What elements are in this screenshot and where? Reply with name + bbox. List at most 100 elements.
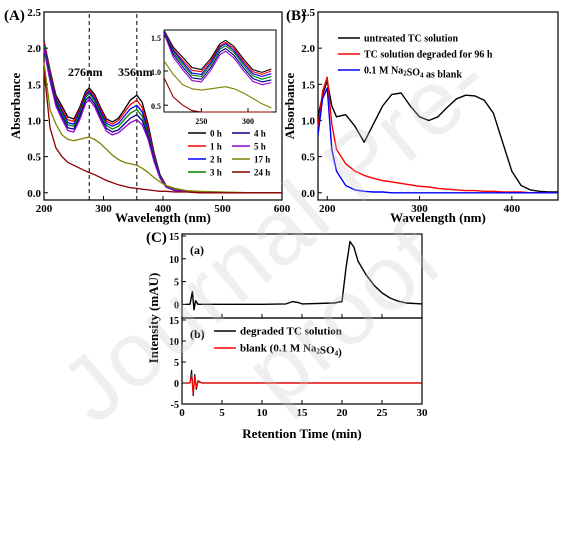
panel-a-legend-label: 3 h [210, 168, 222, 178]
panel-a-x-ticks: 200 300 400 500 600 [36, 196, 291, 215]
inset-series-4-h [163, 31, 272, 83]
panel-a-series-17-h [43, 62, 282, 194]
panel-c-top-frame [181, 233, 423, 319]
panel-b-legend-label: TC solution degraded for 96 h [364, 50, 493, 61]
inset-series-3-h [163, 29, 272, 80]
panel-c-label: (C) [146, 230, 167, 246]
subplot-b-series [186, 369, 422, 397]
panel-a-legend: 0 h 1 h 2 h 3 h 4 h 5 h 17 h 24 h [188, 129, 270, 178]
subplot-a-label: (a) [190, 243, 204, 257]
panel-b: (B) 200 300 400 0.0 0.5 1.0 1.5 2.0 2.5 Wavelen… [282, 7, 559, 225]
panel-b-x-tick-label: 300 [411, 203, 428, 215]
panel-b-x-ticks: 200 300 400 [319, 196, 521, 215]
panel-a-legend-label: 5 h [254, 142, 266, 152]
panel-a-series-24-h [43, 69, 282, 194]
panel-a-y-tick-label: 0.5 [27, 152, 41, 164]
panel-a-y-label: Absorbance [8, 73, 23, 140]
panel-c-x-tick-label: 0 [179, 407, 185, 419]
inset-x-tick-label: 300 [242, 117, 254, 126]
inset-series-1-h [163, 29, 272, 75]
subplot-b-y-tick-label: 5 [174, 358, 179, 369]
inset-series-24-h [163, 77, 272, 113]
inset-y-tick-label: 1.0 [151, 68, 161, 77]
panel-b-label: (B) [286, 8, 306, 24]
panel-a-legend-label: 24 h [254, 168, 270, 178]
panel-b-series-tc-solution-degraded-for-96-h [317, 76, 558, 194]
panel-a-x-tick-label: 500 [214, 203, 231, 215]
panel-b-x-tick-label: 200 [319, 203, 336, 215]
subplot-b-legend-label: degraded TC solution [240, 326, 342, 338]
annotation-356nm: 356nm [118, 65, 153, 79]
panel-a-x-tick-label: 200 [36, 203, 53, 215]
panel-b-y-tick-label: 0.0 [301, 188, 315, 200]
panel-a-series [43, 40, 282, 194]
subplot-b-legend-label: blank (0.1 M Na2SO4) [240, 343, 342, 359]
panel-a-y-tick-label: 2.0 [27, 43, 41, 55]
panel-a-y-tick-label: 1.5 [27, 79, 41, 91]
panel-b-series-0-1-m-na2so4-as-blank [317, 87, 558, 194]
panel-a-series-5-h [43, 49, 282, 194]
panel-b-legend-label: 0.1 M Na2SO4 as blank [364, 66, 462, 81]
panel-c-x-tick-label: 25 [377, 407, 389, 419]
panel-a-x-tick-label: 400 [155, 203, 172, 215]
panel-b-series-untreated-tc-solution [317, 79, 558, 193]
subplot-a-y-tick-label: 15 [169, 232, 179, 243]
inset-series [163, 29, 272, 113]
panel-a-legend-label: 0 h [210, 129, 222, 139]
inset-series-17-h [163, 60, 272, 109]
panel-b-x-label: Wavelength (nm) [390, 210, 486, 225]
inset-series-0-h [163, 29, 272, 73]
panel-b-y-label: Absorbance [282, 73, 297, 140]
subplot-b-y-ticks: -5 0 5 10 15 [169, 316, 186, 411]
inset-x-tick-label: 250 [195, 117, 207, 126]
panel-b-y-tick-label: 2.5 [301, 7, 315, 19]
panel-b-x-tick-label: 400 [504, 203, 521, 215]
panel-c-y-label: Intensity (mAU) [146, 273, 161, 364]
panel-c-x-tick-label: 30 [417, 407, 429, 419]
subplot-b-label: (b) [190, 327, 205, 341]
panel-a-y-tick-label: 2.5 [27, 7, 41, 19]
inset-series-5-h [163, 33, 272, 86]
subplot-b-y-tick-label: 10 [169, 337, 179, 348]
panel-b-axes-frame [317, 11, 559, 201]
panel-c-x-tick-label: 20 [337, 407, 349, 419]
panel-c-x-tick-label: 10 [257, 407, 269, 419]
panel-b-y-tick-label: 1.0 [301, 115, 315, 127]
panel-b-legend-label: untreated TC solution [364, 34, 459, 45]
panel-a-y-tick-label: 1.0 [27, 115, 41, 127]
inset-y-tick-label: 0.5 [151, 102, 161, 111]
panel-a-legend-label: 4 h [254, 129, 266, 139]
panel-c-x-ticks: 0 5 10 15 20 25 30 [179, 314, 428, 419]
panel-c-x-tick-label: 15 [297, 407, 309, 419]
inset-x-ticks: 250 300 [195, 108, 254, 126]
subplot-a-y-tick-label: 0 [174, 300, 179, 311]
panel-a-x-label: Wavelength (nm) [115, 210, 211, 225]
panel-c-x-label: Retention Time (min) [242, 426, 361, 441]
panel-a-y-tick-label: 0.0 [27, 188, 41, 200]
panel-b-y-tick-label: 0.5 [301, 152, 315, 164]
figure-svg: (A) 200 300 400 500 600 0.00.51.01.52.02.5 2… [4, 7, 559, 441]
figure: (A) 200 300 400 500 600 0.0 0.5 1.0 1.5 2.0 2.5 2… [4, 7, 559, 441]
subplot-a-y-tick-label: 5 [174, 278, 179, 289]
subplot-b-legend: degraded TC solution blank (0.1 M Na2SO4) [214, 326, 342, 359]
subplot-a-series [186, 240, 423, 311]
subplot-a-y-ticks: 0 5 10 15 [169, 232, 186, 311]
subplot-b-y-tick-label: 0 [174, 379, 179, 390]
panel-a-legend-label: 1 h [210, 142, 222, 152]
panel-a-legend-label: 17 h [254, 155, 270, 165]
subplot-b-y-tick-label: -5 [171, 400, 179, 411]
panel-c-x-tick-label: 5 [219, 407, 225, 419]
panel-b-series [317, 76, 558, 194]
panel-a-x-tick-label: 300 [95, 203, 112, 215]
inset-y-tick-label: 1.5 [151, 34, 161, 43]
annotation-276nm: 276nm [68, 65, 103, 79]
panel-b-y-tick-label: 2.0 [301, 43, 315, 55]
panel-a-y-ticks: 0.0 0.5 1.0 1.5 2.0 2.5 [27, 7, 48, 200]
panel-b-y-tick-label: 1.5 [301, 79, 315, 91]
panel-b-y-ticks: 0.0 0.5 1.0 1.5 2.0 2.5 [301, 7, 322, 200]
subplot-b-y-tick-label: 15 [169, 316, 179, 327]
panel-a-x-tick-label: 600 [274, 203, 291, 215]
subplot-a-series-trace [186, 240, 423, 311]
inset-series-2-h [163, 29, 272, 78]
